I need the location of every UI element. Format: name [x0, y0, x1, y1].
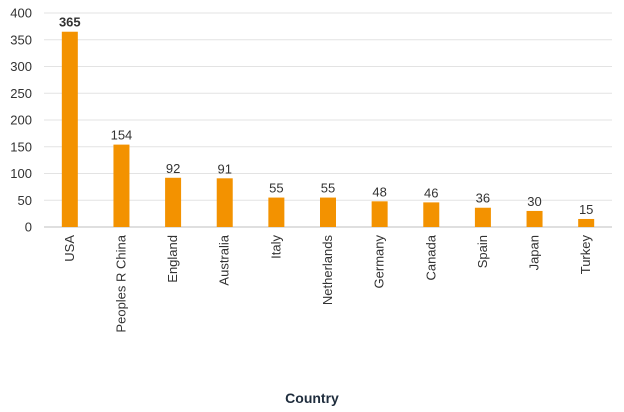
data-label: 154: [111, 128, 133, 143]
bar: [371, 201, 388, 227]
y-tick-label: 0: [25, 220, 32, 235]
data-label: 36: [476, 191, 490, 206]
x-tick-label: Japan: [527, 235, 542, 270]
bar: [165, 177, 182, 227]
x-tick-label: Canada: [423, 234, 438, 280]
y-tick-label: 350: [10, 32, 32, 47]
x-tick-label: Spain: [475, 235, 490, 268]
x-tick-label: Turkey: [578, 235, 593, 275]
y-tick-label: 300: [10, 59, 32, 74]
y-tick-label: 50: [18, 193, 32, 208]
grid-layer: [44, 12, 612, 228]
bar: [578, 218, 595, 227]
bar: [113, 144, 130, 227]
x-tick-label: Germany: [372, 235, 387, 289]
data-label: 15: [579, 202, 593, 217]
bar: [320, 197, 336, 227]
data-label: 30: [527, 194, 541, 209]
x-tick-label: Australia: [217, 234, 232, 285]
data-label: 48: [372, 184, 386, 199]
y-tick-label: 400: [10, 6, 32, 21]
x-tick-label: Peoples R China: [113, 234, 128, 332]
x-tick-label: England: [165, 235, 180, 283]
bar: [61, 31, 78, 227]
bar: [216, 178, 233, 227]
x-tick-label: USA: [62, 235, 77, 262]
data-label: 55: [269, 181, 283, 196]
data-label: 365: [59, 15, 81, 30]
bars-layer: [61, 31, 595, 227]
x-tick-label: Netherlands: [320, 235, 335, 306]
bar: [423, 202, 440, 227]
data-label: 46: [424, 185, 438, 200]
data-label: 91: [217, 161, 231, 176]
y-tick-label: 100: [10, 166, 32, 181]
data-label: 92: [166, 161, 180, 176]
y-tick-label: 150: [10, 139, 32, 154]
data-label: 55: [321, 181, 335, 196]
x-tick-label: Italy: [268, 235, 283, 259]
bar: [526, 210, 543, 227]
x-axis-title: Country: [285, 390, 339, 406]
y-tick-label: 250: [10, 86, 32, 101]
labels-layer: 0 50 100 150 200 250 300 350 400 365 USA 154 Peoples…: [10, 6, 593, 333]
bar: [268, 197, 285, 227]
y-tick-label: 200: [10, 113, 32, 128]
bar: [474, 207, 491, 227]
